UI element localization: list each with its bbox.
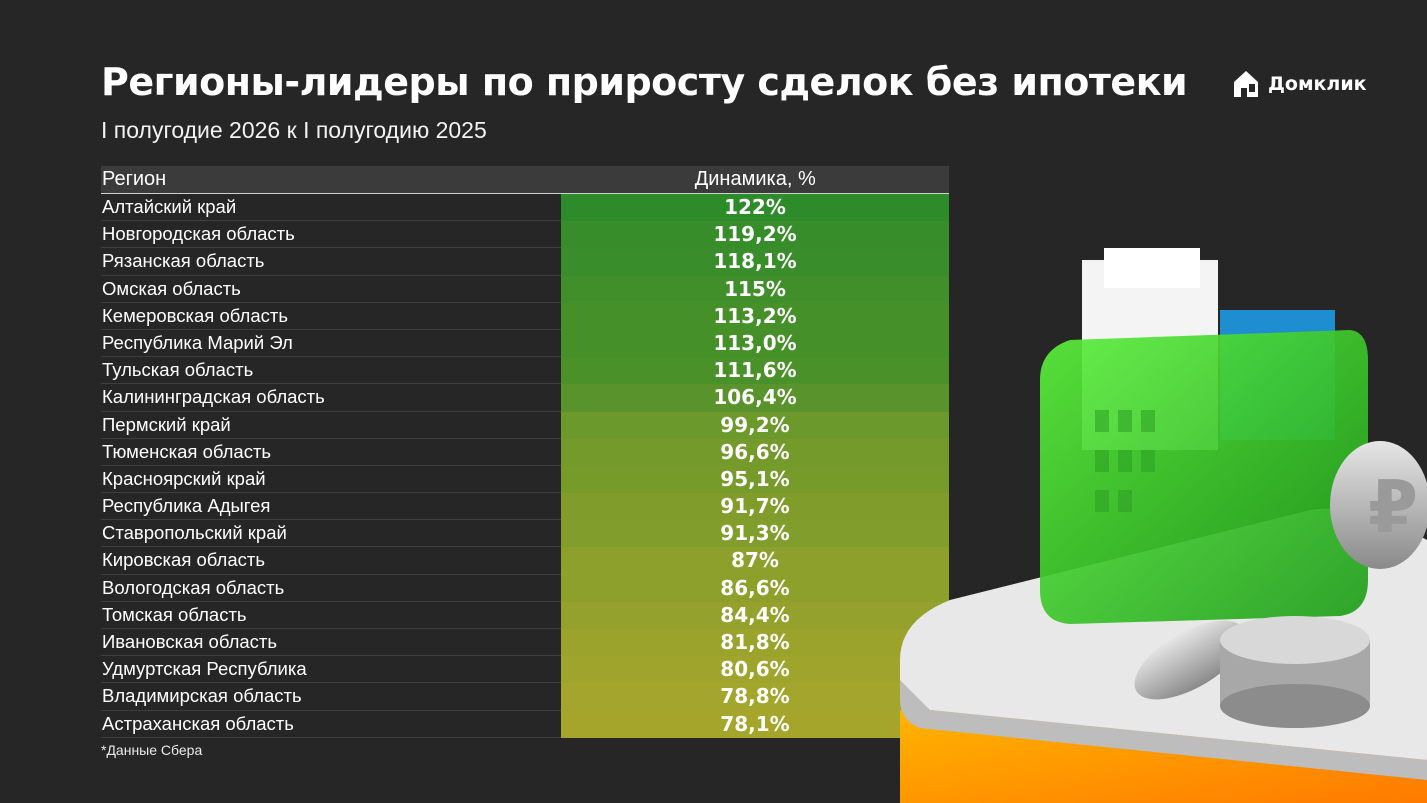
table-row: Владимирская область 78,8% (101, 683, 949, 711)
dynamics-value: 80,6% (561, 656, 949, 684)
column-header-dynamics: Динамика, % (694, 168, 816, 190)
region-name: Республика Адыгея (101, 493, 561, 521)
region-name: Тульская область (101, 357, 561, 385)
table-row: Красноярский край 95,1% (101, 465, 949, 494)
region-name: Республика Марий Эл (101, 330, 561, 358)
table-row: Новгородская область 119,2% (101, 221, 949, 249)
region-name: Калининградская область (101, 384, 561, 412)
table-row: Рязанская область 118,1% (101, 248, 949, 276)
regions-table: Регион Динамика, % Алтайский край 122% Нов… (101, 166, 949, 738)
table-row: Ивановская область 81,8% (101, 629, 949, 657)
region-name: Алтайский край (101, 194, 561, 222)
house-coins-illustration: ₽ (900, 248, 1427, 803)
table-row: Калининградская область 106,4% (101, 384, 949, 412)
table-row: Пермский край 99,2% (101, 411, 949, 439)
dynamics-value: 122% (561, 194, 949, 222)
dynamics-value: 86,6% (561, 574, 949, 602)
table-row: Республика Марий Эл 113,0% (101, 329, 949, 358)
dynamics-value: 115% (561, 275, 949, 303)
region-name: Омская область (101, 276, 561, 303)
region-name: Тюменская область (101, 439, 561, 466)
table-row: Вологодская область 86,6% (101, 574, 949, 602)
dynamics-value: 78,1% (561, 710, 949, 738)
house-logo-icon (1234, 71, 1258, 97)
table-row: Астраханская область 78,1% (101, 710, 949, 738)
domclick-logo: Домклик (1230, 68, 1367, 100)
dynamics-value: 119,2% (561, 221, 949, 249)
dynamics-value: 99,2% (561, 411, 949, 439)
table-row: Тюменская область 96,6% (101, 438, 949, 466)
table-header: Регион Динамика, % (101, 166, 949, 194)
table-body: Алтайский край 122% Новгородская область 11… (101, 194, 949, 738)
table-row: Кировская область 87% (101, 547, 949, 575)
region-name: Томская область (101, 602, 561, 629)
column-header-region: Регион (102, 168, 167, 190)
logo-text: Домклик (1268, 73, 1367, 95)
dynamics-value: 113,2% (561, 302, 949, 330)
region-name: Владимирская область (101, 683, 561, 711)
table-row: Томская область 84,4% (101, 601, 949, 629)
footnote: *Данные Сбера (101, 742, 203, 758)
table-row: Алтайский край 122% (101, 194, 949, 222)
table-row: Удмуртская Республика 80,6% (101, 656, 949, 684)
page-subtitle: I полугодие 2026 к I полугодию 2025 (101, 117, 487, 143)
dynamics-value: 96,6% (561, 438, 949, 466)
region-name: Астраханская область (101, 711, 561, 738)
table-row: Ставропольский край 91,3% (101, 520, 949, 548)
dynamics-value: 81,8% (561, 629, 949, 657)
dynamics-value: 118,1% (561, 248, 949, 276)
dynamics-value: 78,8% (561, 683, 949, 711)
region-name: Кировская область (101, 547, 561, 575)
table-row: Кемеровская область 113,2% (101, 302, 949, 330)
region-name: Ставропольский край (101, 520, 561, 548)
dynamics-value: 113,0% (561, 329, 949, 358)
table-row: Омская область 115% (101, 275, 949, 303)
svg-text:₽: ₽ (1368, 465, 1418, 549)
dynamics-value: 95,1% (561, 465, 949, 494)
page-title: Регионы-лидеры по приросту сделок без ип… (101, 60, 1188, 104)
dynamics-value: 111,6% (561, 357, 949, 385)
region-name: Ивановская область (101, 629, 561, 657)
dynamics-value: 87% (561, 547, 949, 575)
region-name: Удмуртская Республика (101, 656, 561, 684)
table-row: Тульская область 111,6% (101, 357, 949, 385)
region-name: Пермский край (101, 412, 561, 439)
region-name: Кемеровская область (101, 303, 561, 330)
table-row: Республика Адыгея 91,7% (101, 493, 949, 521)
dynamics-value: 106,4% (561, 384, 949, 412)
dynamics-value: 84,4% (561, 601, 949, 629)
region-name: Вологодская область (101, 575, 561, 602)
region-name: Рязанская область (101, 248, 561, 276)
region-name: Новгородская область (101, 221, 561, 249)
region-name: Красноярский край (101, 466, 561, 494)
dynamics-value: 91,3% (561, 520, 949, 548)
dynamics-value: 91,7% (561, 493, 949, 521)
